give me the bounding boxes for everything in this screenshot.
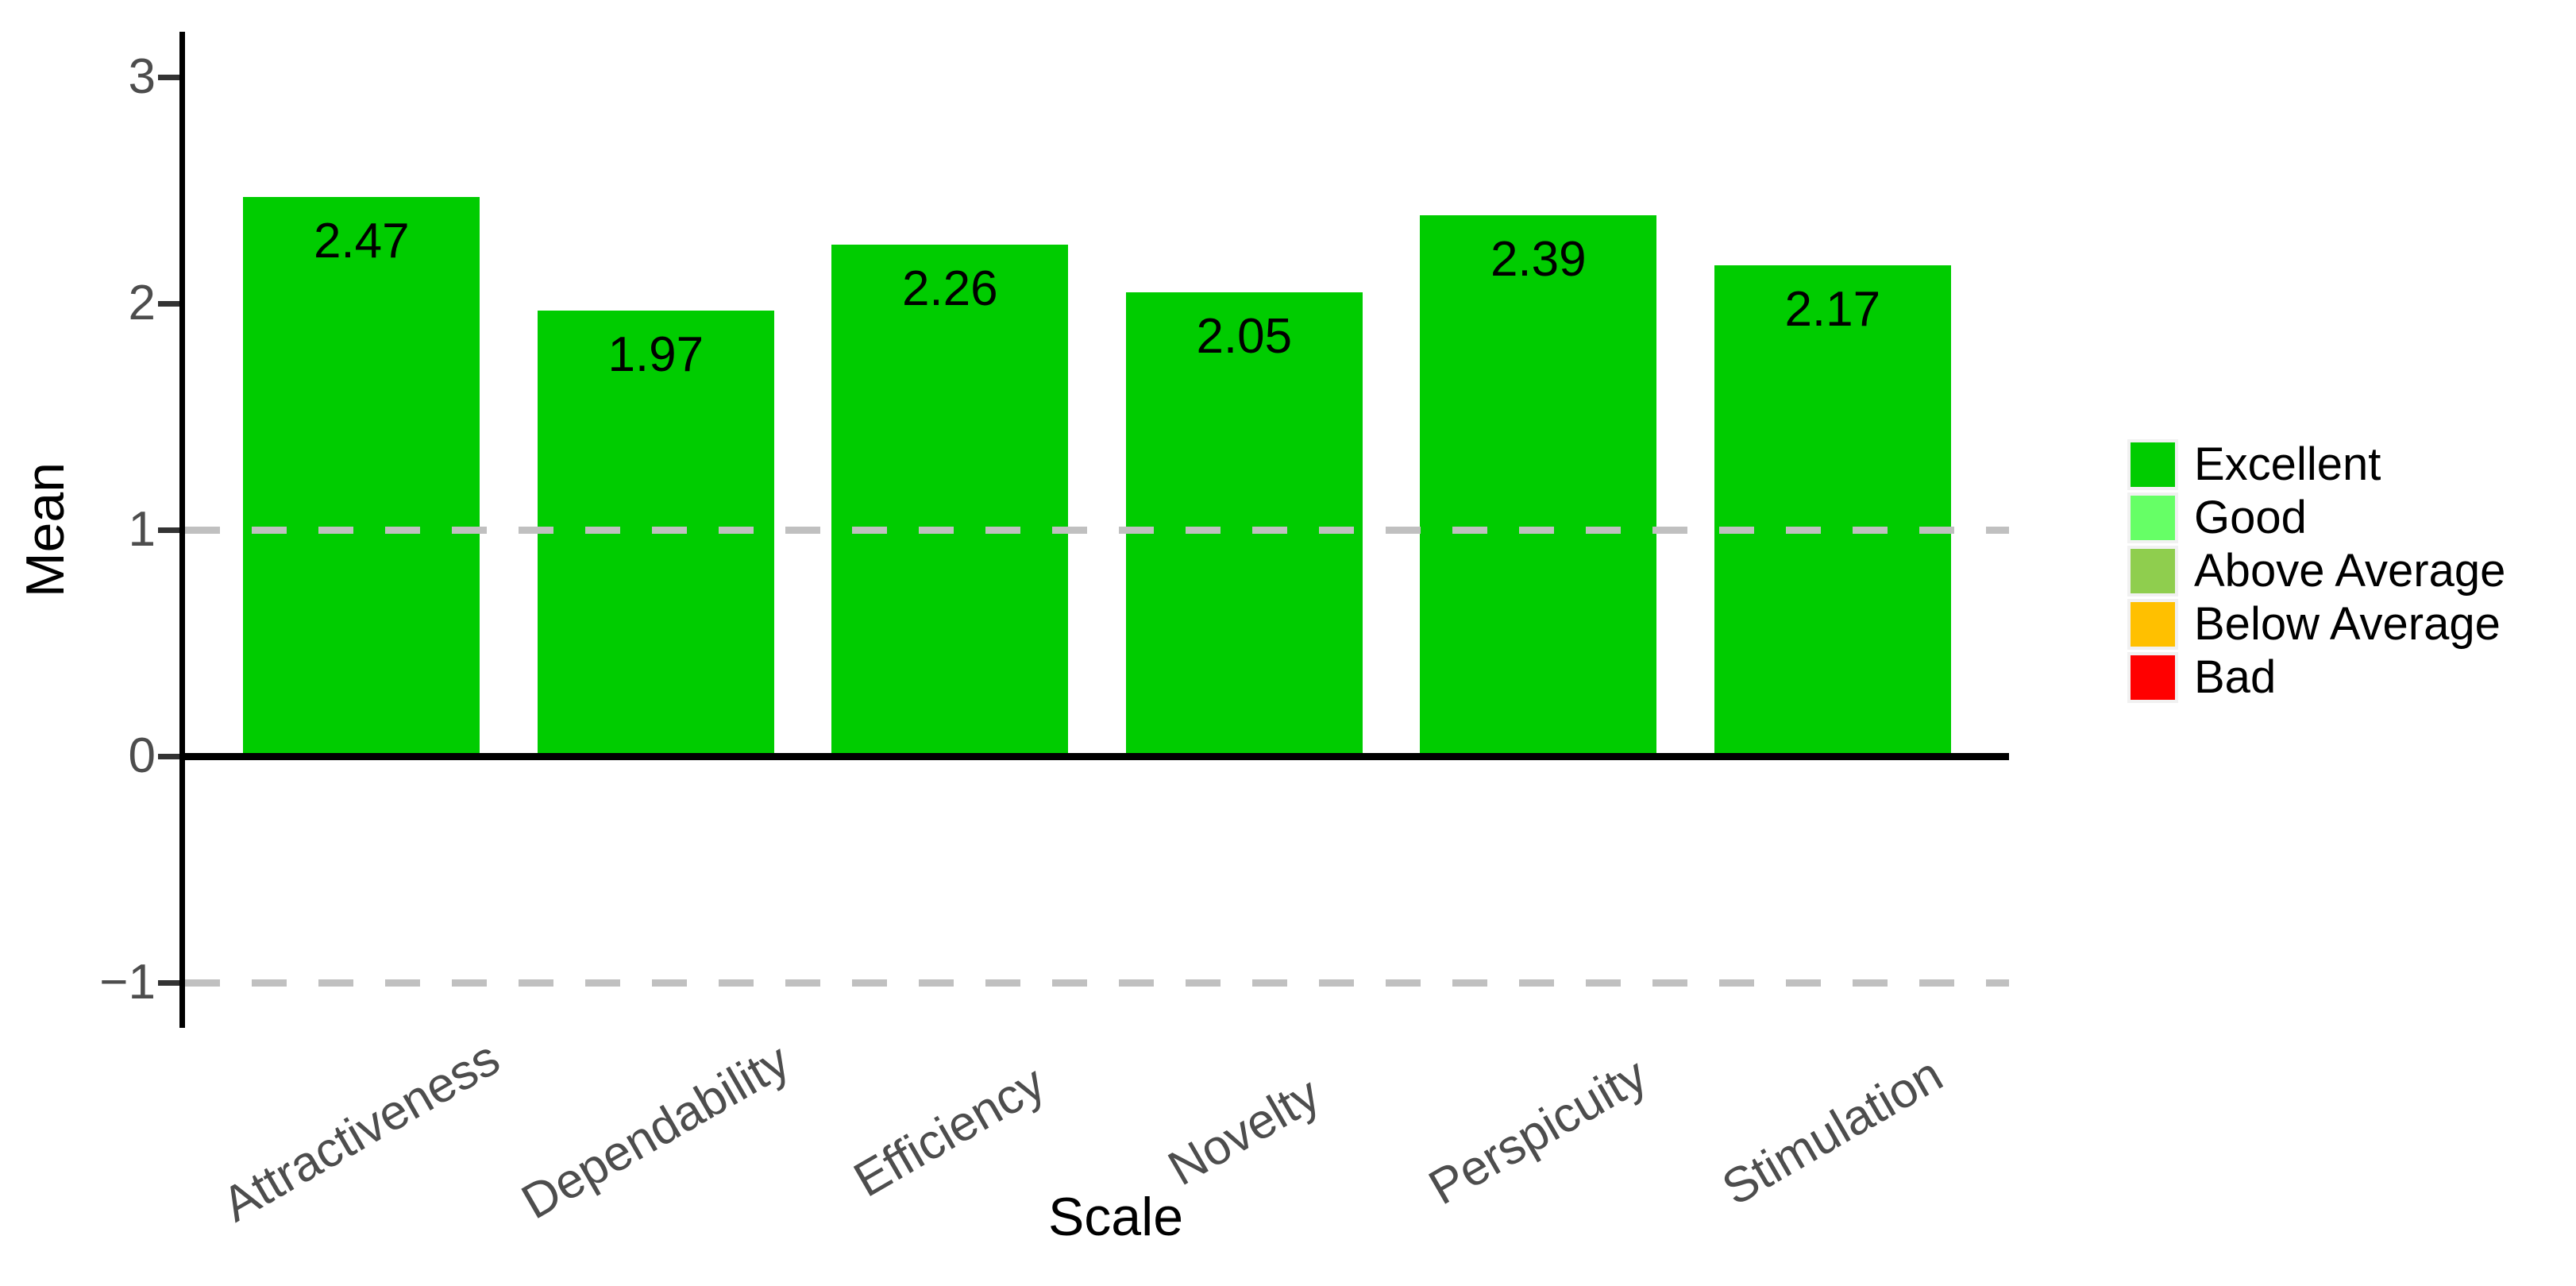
bar-value-label: 2.17 <box>1784 281 1881 337</box>
legend-swatch-good <box>2131 496 2175 540</box>
bar-value-label: 2.05 <box>1196 308 1293 364</box>
zero-baseline <box>185 753 2009 760</box>
legend-label: Below Average <box>2194 598 2501 650</box>
y-tick-label: 1 <box>128 502 156 557</box>
y-axis-tick <box>158 301 179 307</box>
bar-perspicuity <box>1420 214 1657 756</box>
bar-value-label: 2.39 <box>1490 231 1587 287</box>
legend-label: Excellent <box>2194 438 2381 490</box>
legend-swatch-excellent <box>2131 442 2175 487</box>
y-tick-label: 0 <box>128 728 156 783</box>
y-axis-tick <box>158 980 179 986</box>
y-tick-label: −1 <box>99 955 156 1010</box>
dashed-reference-line-y-1 <box>185 979 2009 987</box>
y-tick-label: 2 <box>128 276 156 330</box>
x-axis-title: Scale <box>1047 1187 1184 1247</box>
bar-novelty <box>1125 292 1363 756</box>
y-axis-tick <box>158 754 179 759</box>
legend-swatch-bad <box>2131 655 2175 700</box>
legend-label: Bad <box>2194 651 2277 703</box>
bar-value-label: 2.26 <box>901 261 998 316</box>
bar-stimulation <box>1714 265 1951 756</box>
bar-value-label: 1.97 <box>607 326 704 382</box>
y-axis-tick <box>158 75 179 80</box>
legend-label: Above Average <box>2194 545 2506 597</box>
bar-attractiveness <box>243 197 480 756</box>
y-axis-line <box>179 32 185 1028</box>
bar-efficiency <box>831 244 1069 756</box>
bar-value-label: 2.47 <box>313 214 410 269</box>
legend-swatch-above-average <box>2131 549 2175 593</box>
legend-label: Good <box>2194 492 2307 543</box>
y-tick-label: 3 <box>128 49 156 104</box>
y-axis-tick <box>158 527 179 533</box>
dashed-reference-line-y1 <box>185 527 2009 534</box>
legend-swatch-below-average <box>2131 602 2175 647</box>
